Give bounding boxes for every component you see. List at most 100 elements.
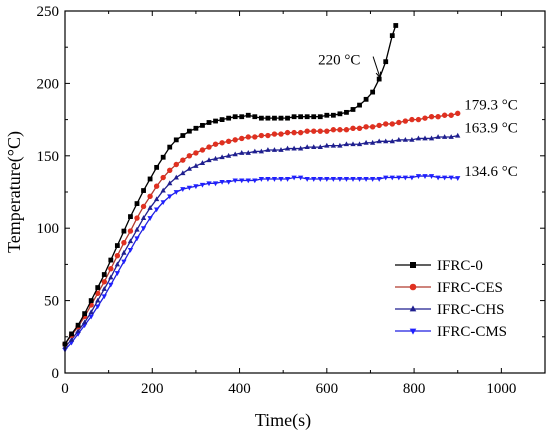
data-point (402, 136, 409, 142)
data-point (232, 178, 238, 184)
data-point (147, 216, 153, 221)
legend-marker (409, 328, 417, 335)
data-point (383, 138, 389, 144)
data-point (330, 177, 337, 182)
data-point (180, 157, 186, 163)
data-point (206, 144, 212, 150)
series-ifrc-chs (62, 132, 461, 349)
data-point (225, 152, 232, 158)
data-point (350, 125, 356, 131)
data-point (376, 122, 382, 129)
data-point (95, 297, 101, 303)
data-point (114, 253, 121, 259)
data-point (284, 129, 291, 136)
data-point (389, 33, 395, 39)
data-point (356, 141, 363, 147)
data-point (245, 112, 251, 118)
data-point (121, 239, 127, 246)
x-axis-title: Time(s) (255, 410, 311, 431)
data-point (455, 132, 461, 138)
data-point (265, 177, 271, 182)
data-point (291, 114, 297, 120)
data-point (160, 187, 166, 193)
data-point (134, 215, 140, 221)
data-point (376, 138, 382, 144)
data-point (147, 193, 153, 200)
data-point (239, 178, 245, 184)
data-point (180, 187, 186, 192)
data-point (324, 128, 330, 134)
data-point (232, 114, 238, 120)
data-point (383, 59, 389, 65)
data-point (343, 127, 350, 133)
series-ifrc-ces (62, 110, 461, 347)
data-point (140, 203, 147, 210)
data-point (206, 181, 212, 187)
data-point (435, 134, 441, 139)
data-point (167, 180, 173, 186)
data-point (435, 114, 441, 120)
data-point (226, 115, 232, 121)
data-point (441, 112, 448, 118)
data-point (324, 112, 330, 118)
data-point (88, 314, 94, 320)
data-point (363, 124, 369, 130)
data-point (128, 214, 133, 220)
data-point (108, 266, 114, 272)
data-point (101, 272, 107, 277)
data-point (369, 177, 376, 182)
data-point (81, 319, 88, 325)
data-point (383, 175, 389, 181)
y-tick-label: 100 (37, 221, 60, 237)
data-point (193, 184, 199, 190)
data-point (389, 138, 395, 144)
x-tick-label: 200 (141, 381, 164, 397)
data-point (376, 76, 382, 82)
data-point (121, 249, 127, 255)
data-point (441, 134, 448, 139)
data-point (448, 134, 454, 139)
data-point (121, 259, 127, 265)
data-point (265, 147, 271, 152)
annotation-arrow (372, 56, 381, 78)
data-point (199, 182, 206, 188)
data-point (304, 177, 310, 182)
legend-marker (409, 283, 417, 291)
data-point (297, 129, 304, 136)
data-point (422, 174, 428, 179)
data-point (219, 117, 225, 122)
data-point (101, 294, 107, 300)
data-point (369, 124, 376, 130)
data-point (225, 179, 232, 185)
data-point (88, 298, 94, 303)
data-point (330, 127, 337, 133)
annotation-arrowhead (375, 71, 382, 78)
data-point (409, 175, 415, 181)
data-point (356, 125, 363, 131)
data-point (258, 177, 265, 182)
data-point (455, 110, 461, 117)
series-layer (62, 23, 461, 353)
data-point (304, 144, 310, 150)
data-point (350, 177, 356, 182)
data-point (317, 144, 323, 150)
data-point (396, 136, 402, 142)
data-point (252, 178, 258, 184)
data-point (369, 139, 376, 145)
data-point (245, 134, 251, 140)
data-point (311, 177, 317, 182)
data-point (298, 114, 304, 120)
data-point (108, 257, 114, 263)
data-point (69, 331, 74, 337)
data-point (285, 115, 290, 121)
data-point (324, 142, 330, 148)
data-point (140, 226, 147, 232)
data-point (219, 154, 225, 160)
y-tick-label: 50 (44, 294, 59, 310)
data-point (239, 135, 245, 142)
annotation-label: 179.3 °C (464, 97, 518, 113)
plot-frame (64, 10, 546, 374)
annotation-label: 163.9 °C (464, 121, 518, 137)
data-point (153, 207, 160, 213)
data-point (278, 115, 284, 121)
